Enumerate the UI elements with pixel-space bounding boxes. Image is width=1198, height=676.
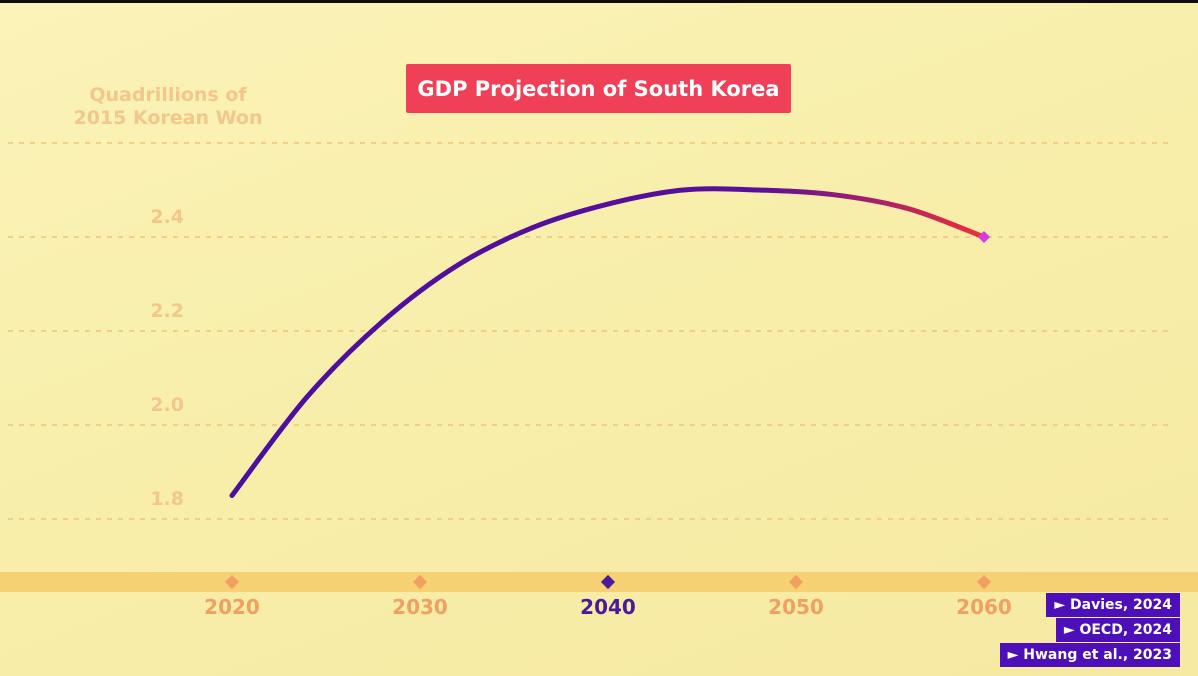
source-list: ► Davies, 2024 ► OECD, 2024 ► Hwang et a… xyxy=(999,593,1180,668)
x-tick-marker xyxy=(224,574,240,590)
x-tick-marker xyxy=(412,574,428,590)
source-oecd[interactable]: ► OECD, 2024 xyxy=(1055,618,1180,642)
y-tick-label: 1.8 xyxy=(150,488,184,510)
y-tick-label: 2.0 xyxy=(150,394,184,416)
y-axis-label-line-1: Quadrillions of xyxy=(89,84,247,106)
y-axis-label-line-2: 2015 Korean Won xyxy=(73,107,263,129)
x-tick-label: 2020 xyxy=(204,595,260,619)
y-tick-label: 2.4 xyxy=(150,206,184,228)
x-tick-label: 2060 xyxy=(956,595,1012,619)
source-hwang[interactable]: ► Hwang et al., 2023 xyxy=(999,643,1180,667)
x-tick-label: 2040 xyxy=(580,595,636,619)
top-bar xyxy=(0,0,1198,3)
x-tick-label: 2050 xyxy=(768,595,824,619)
gdp-series-line xyxy=(229,186,987,498)
x-tick-marker xyxy=(788,574,804,590)
source-davies[interactable]: ► Davies, 2024 xyxy=(1046,593,1180,617)
x-axis-band xyxy=(0,572,1198,592)
x-tick-marker xyxy=(976,574,992,590)
x-tick-label: 2030 xyxy=(392,595,448,619)
y-axis-label: Quadrillions of 2015 Korean Won xyxy=(58,84,278,130)
series-end-marker xyxy=(978,231,990,243)
chart-title: GDP Projection of South Korea xyxy=(406,64,791,113)
y-tick-label: 2.2 xyxy=(150,300,184,322)
x-tick-marker xyxy=(600,574,616,590)
